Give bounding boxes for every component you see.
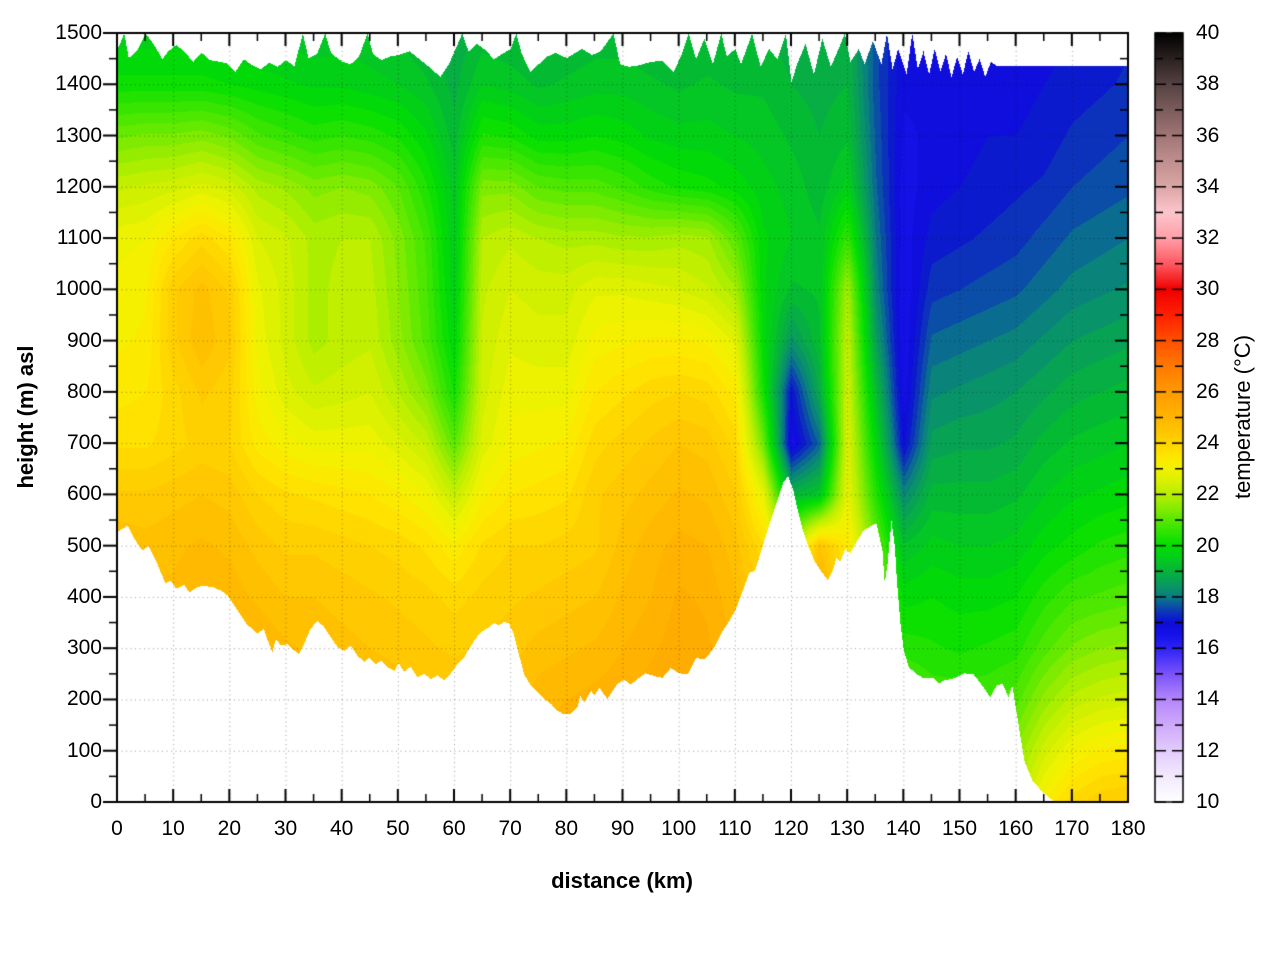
x-axis-title: distance (km) <box>551 868 693 893</box>
x-tick-label: 10 <box>161 817 185 840</box>
y-axis-title: height (m) asl <box>13 345 38 489</box>
y-tick-label: 1500 <box>55 21 102 44</box>
x-tick-label: 50 <box>386 817 410 840</box>
colorbar-tick-label: 38 <box>1196 72 1220 96</box>
colorbar-tick-label: 16 <box>1196 636 1220 660</box>
x-tick-label: 100 <box>661 817 697 840</box>
colorbar-tick-label: 28 <box>1196 328 1220 352</box>
x-tick-label: 140 <box>885 817 921 840</box>
colorbar-tick-label: 18 <box>1196 584 1220 608</box>
y-tick-label: 1000 <box>55 277 102 301</box>
colorbar-tick-label: 22 <box>1196 482 1220 506</box>
y-tick-label: 500 <box>66 533 102 557</box>
x-tick-label: 170 <box>1054 817 1090 840</box>
colorbar-tick-label: 32 <box>1196 226 1220 250</box>
colorbar-tick-label: 34 <box>1196 174 1220 198</box>
colorbar-tick-label: 10 <box>1196 790 1220 813</box>
x-tick-label: 150 <box>941 817 978 840</box>
y-tick-label: 100 <box>66 738 102 762</box>
x-tick-label: 90 <box>610 817 635 840</box>
y-tick-label: 1200 <box>55 174 102 198</box>
x-tick-label: 0 <box>111 817 123 840</box>
y-tick-label: 900 <box>66 328 102 352</box>
colorbar-tick-label: 26 <box>1196 379 1220 403</box>
y-tick-label: 800 <box>66 379 102 403</box>
y-tick-label: 1400 <box>55 72 102 96</box>
x-tick-label: 60 <box>442 817 466 840</box>
x-tick-label: 70 <box>498 817 522 840</box>
y-tick-label: 1300 <box>55 123 102 147</box>
x-tick-label: 130 <box>829 817 865 840</box>
colorbar-tick-label: 30 <box>1196 277 1220 301</box>
colorbar-tick-label: 36 <box>1196 123 1220 147</box>
colorbar-tick-label: 14 <box>1196 687 1220 711</box>
colorbar-tick-label: 20 <box>1196 533 1220 557</box>
x-tick-label: 30 <box>273 817 298 840</box>
y-tick-label: 1100 <box>56 226 102 250</box>
x-tick-label: 180 <box>1110 817 1146 840</box>
y-tick-label: 0 <box>90 790 102 813</box>
y-tick-label: 400 <box>66 584 102 608</box>
y-tick-label: 700 <box>66 431 102 455</box>
colorbar-tick-label: 24 <box>1196 431 1220 455</box>
y-tick-label: 600 <box>66 482 102 506</box>
x-tick-label: 40 <box>329 817 354 840</box>
x-tick-label: 120 <box>773 817 809 840</box>
y-tick-label: 300 <box>66 636 102 660</box>
y-tick-label: 200 <box>66 687 102 711</box>
colorbar-title: temperature (°C) <box>1230 334 1255 500</box>
x-tick-label: 160 <box>998 817 1034 840</box>
colorbar-tick-label: 40 <box>1196 21 1220 44</box>
x-tick-label: 20 <box>217 817 241 840</box>
colorbar-tick-label: 12 <box>1196 738 1220 762</box>
x-tick-label: 80 <box>554 817 578 840</box>
x-tick-label: 110 <box>718 817 752 840</box>
